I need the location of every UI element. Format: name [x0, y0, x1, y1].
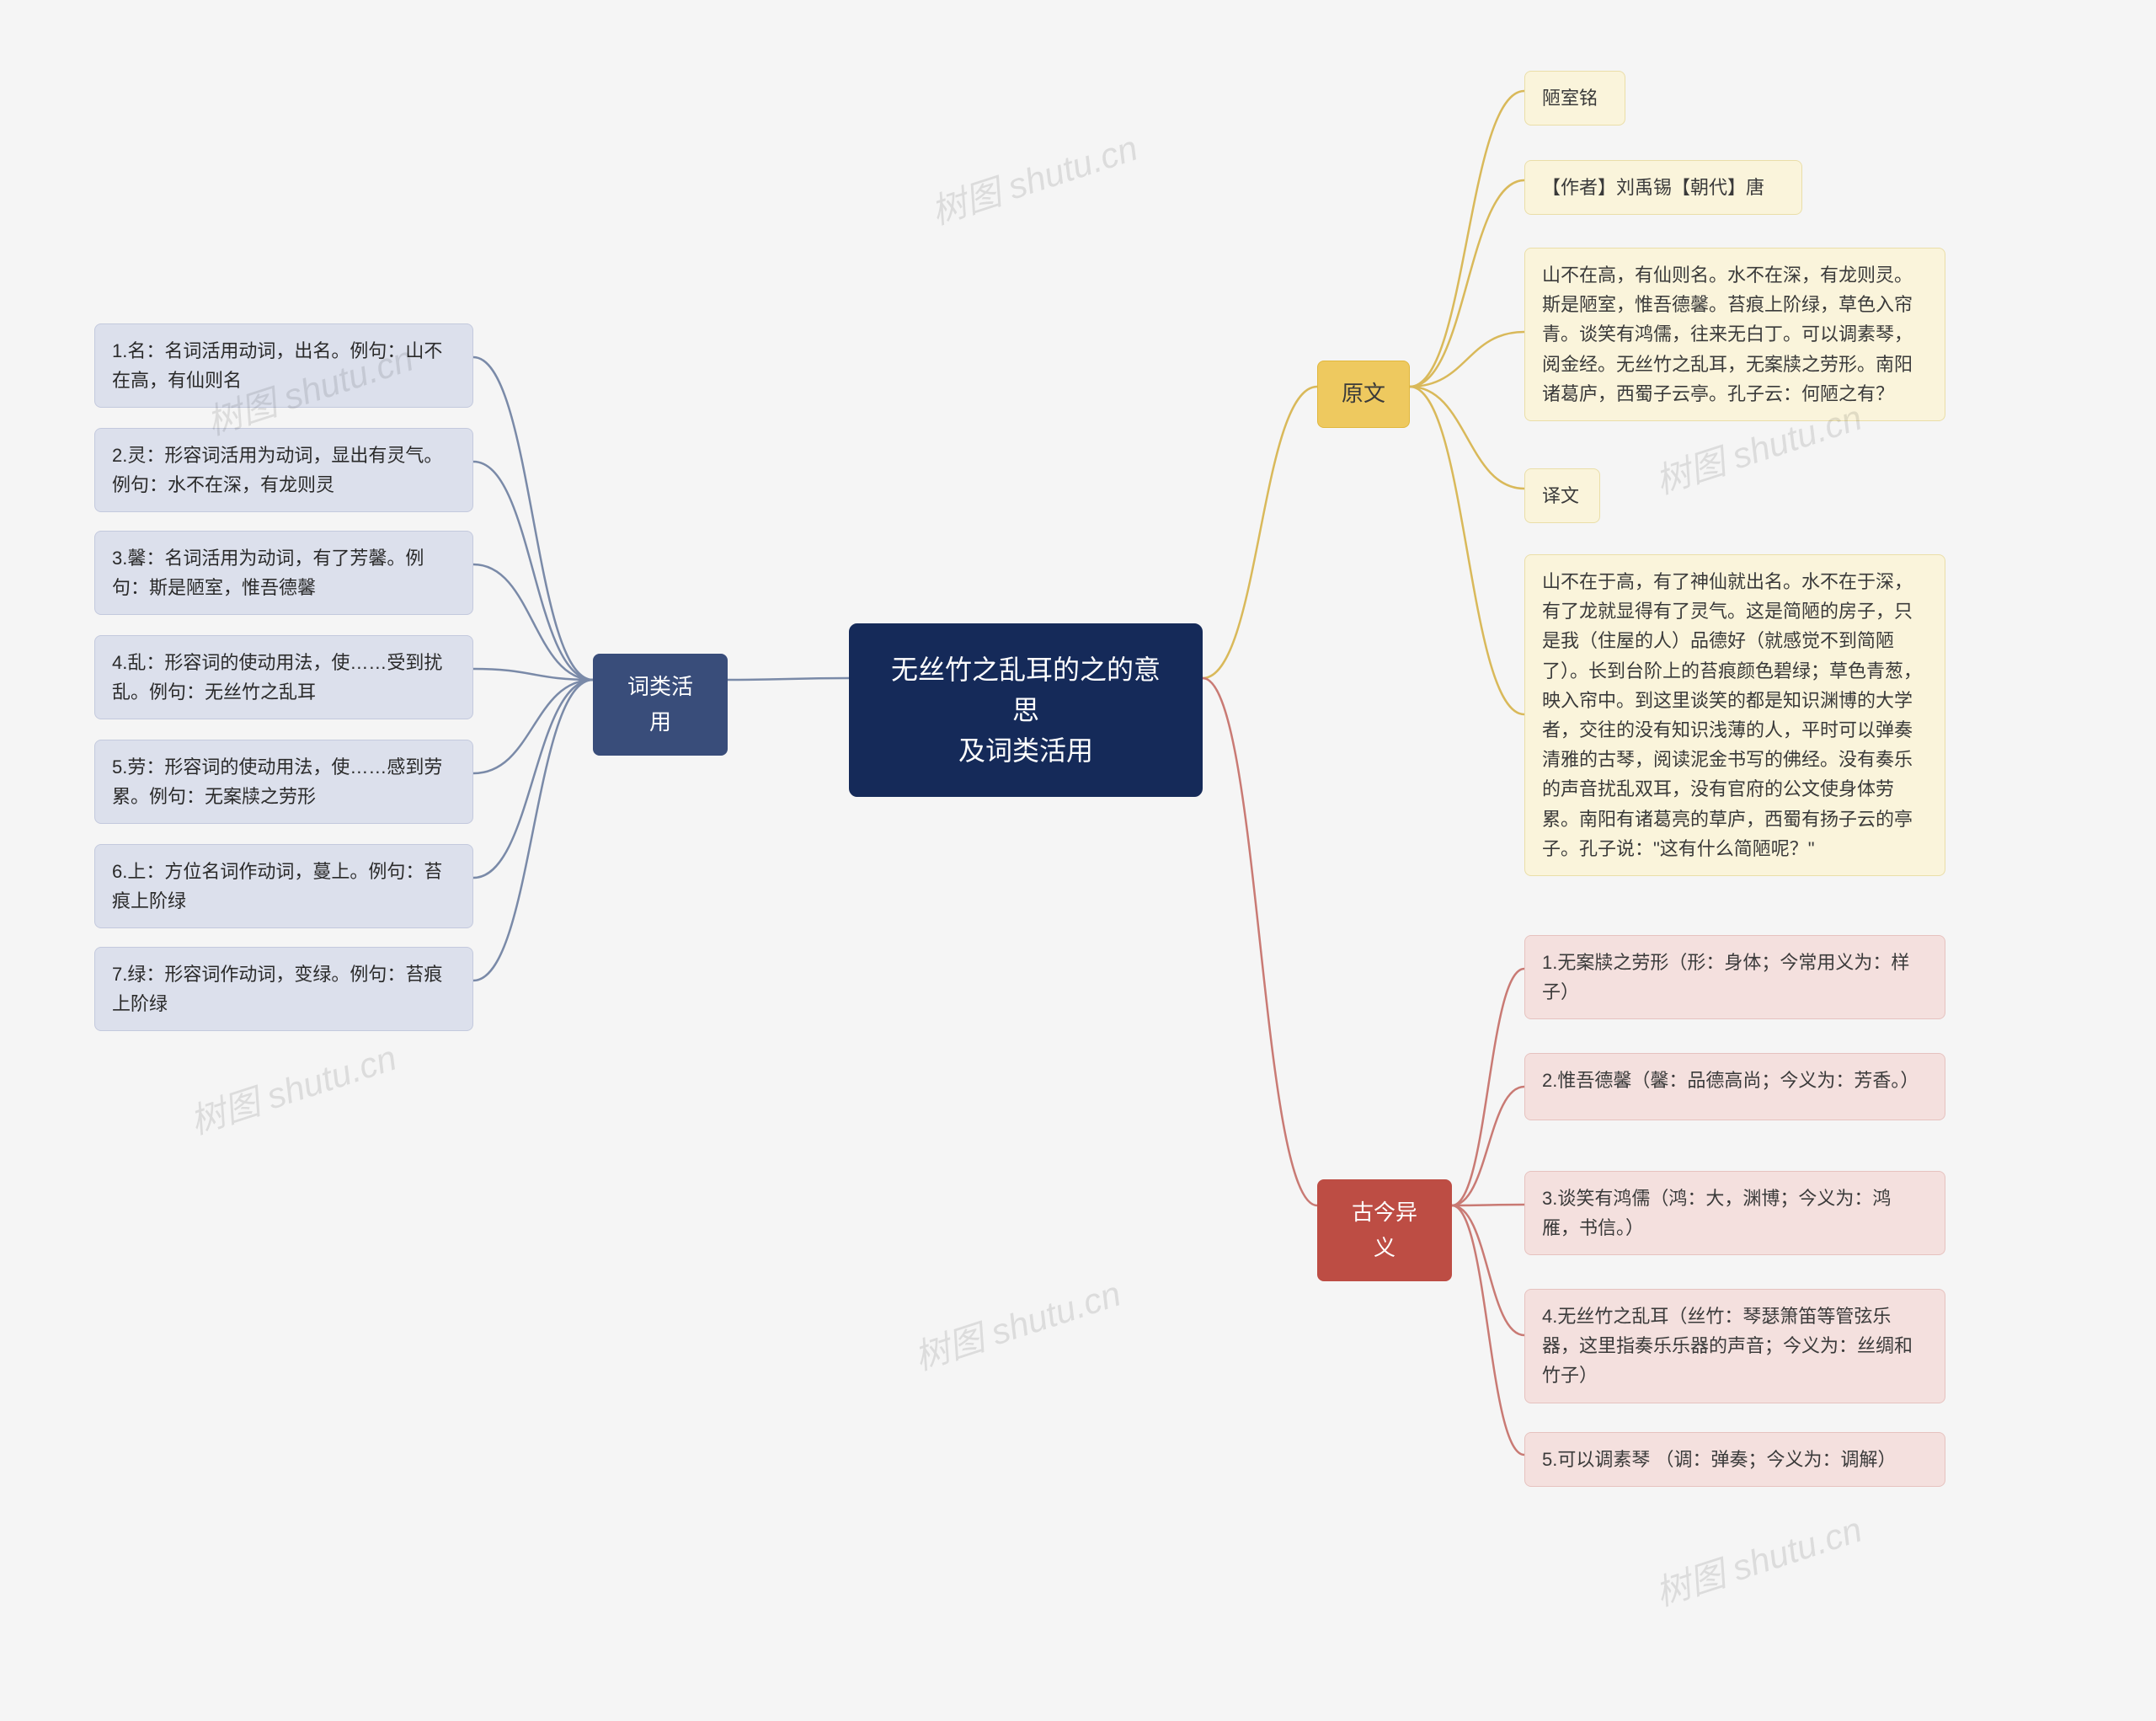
- leaf-node: 【作者】刘禹锡【朝代】唐: [1524, 160, 1802, 215]
- leaf-node: 5.可以调素琴 （调：弹奏；今义为：调解）: [1524, 1432, 1945, 1487]
- leaf-node: 译文: [1524, 468, 1600, 523]
- center-node: 无丝竹之乱耳的之的意思 及词类活用: [849, 623, 1203, 797]
- watermark: 树图 shutu.cn: [183, 1029, 403, 1145]
- leaf-node: 3.谈笑有鸿儒（鸿：大，渊博；今义为：鸿雁，书信。）: [1524, 1171, 1945, 1255]
- leaf-node: 4.乱：形容词的使动用法，使……受到扰乱。例句：无丝竹之乱耳: [94, 635, 473, 719]
- leaf-node: 6.上：方位名词作动词，蔓上。例句：苔痕上阶绿: [94, 844, 473, 928]
- watermark: 树图 shutu.cn: [1648, 1501, 1868, 1617]
- leaf-node: 2.惟吾德馨（馨：品德高尚；今义为：芳香。）: [1524, 1053, 1945, 1120]
- leaf-node: 7.绿：形容词作动词，变绿。例句：苔痕上阶绿: [94, 947, 473, 1031]
- leaf-node: 山不在高，有仙则名。水不在深，有龙则灵。斯是陋室，惟吾德馨。苔痕上阶绿，草色入帘…: [1524, 248, 1945, 421]
- watermark: 树图 shutu.cn: [924, 120, 1144, 235]
- leaf-node: 4.无丝竹之乱耳（丝竹：琴瑟箫笛等管弦乐器，这里指奏乐乐器的声音；今义为：丝绸和…: [1524, 1289, 1945, 1403]
- watermark: 树图 shutu.cn: [907, 1265, 1127, 1381]
- leaf-node: 陋室铭: [1524, 71, 1625, 126]
- leaf-node: 1.无案牍之劳形（形：身体；今常用义为：样子）: [1524, 935, 1945, 1019]
- leaf-node: 山不在于高，有了神仙就出名。水不在于深，有了龙就显得有了灵气。这是简陋的房子，只…: [1524, 554, 1945, 876]
- leaf-node: 3.馨：名词活用为动词，有了芳馨。例句：斯是陋室，惟吾德馨: [94, 531, 473, 615]
- branch-right-top-label: 原文: [1317, 361, 1410, 428]
- leaf-node: 5.劳：形容词的使动用法，使……感到劳累。例句：无案牍之劳形: [94, 740, 473, 824]
- leaf-node: 2.灵：形容词活用为动词，显出有灵气。例句：水不在深，有龙则灵: [94, 428, 473, 512]
- branch-right-bottom-label: 古今异义: [1317, 1179, 1452, 1281]
- leaf-node: 1.名：名词活用动词，出名。例句：山不在高，有仙则名: [94, 323, 473, 408]
- mindmap-canvas: 无丝竹之乱耳的之的意思 及词类活用 词类活用 原文 古今异义 1.名：名词活用动…: [0, 0, 2156, 1721]
- branch-left-label: 词类活用: [593, 654, 728, 756]
